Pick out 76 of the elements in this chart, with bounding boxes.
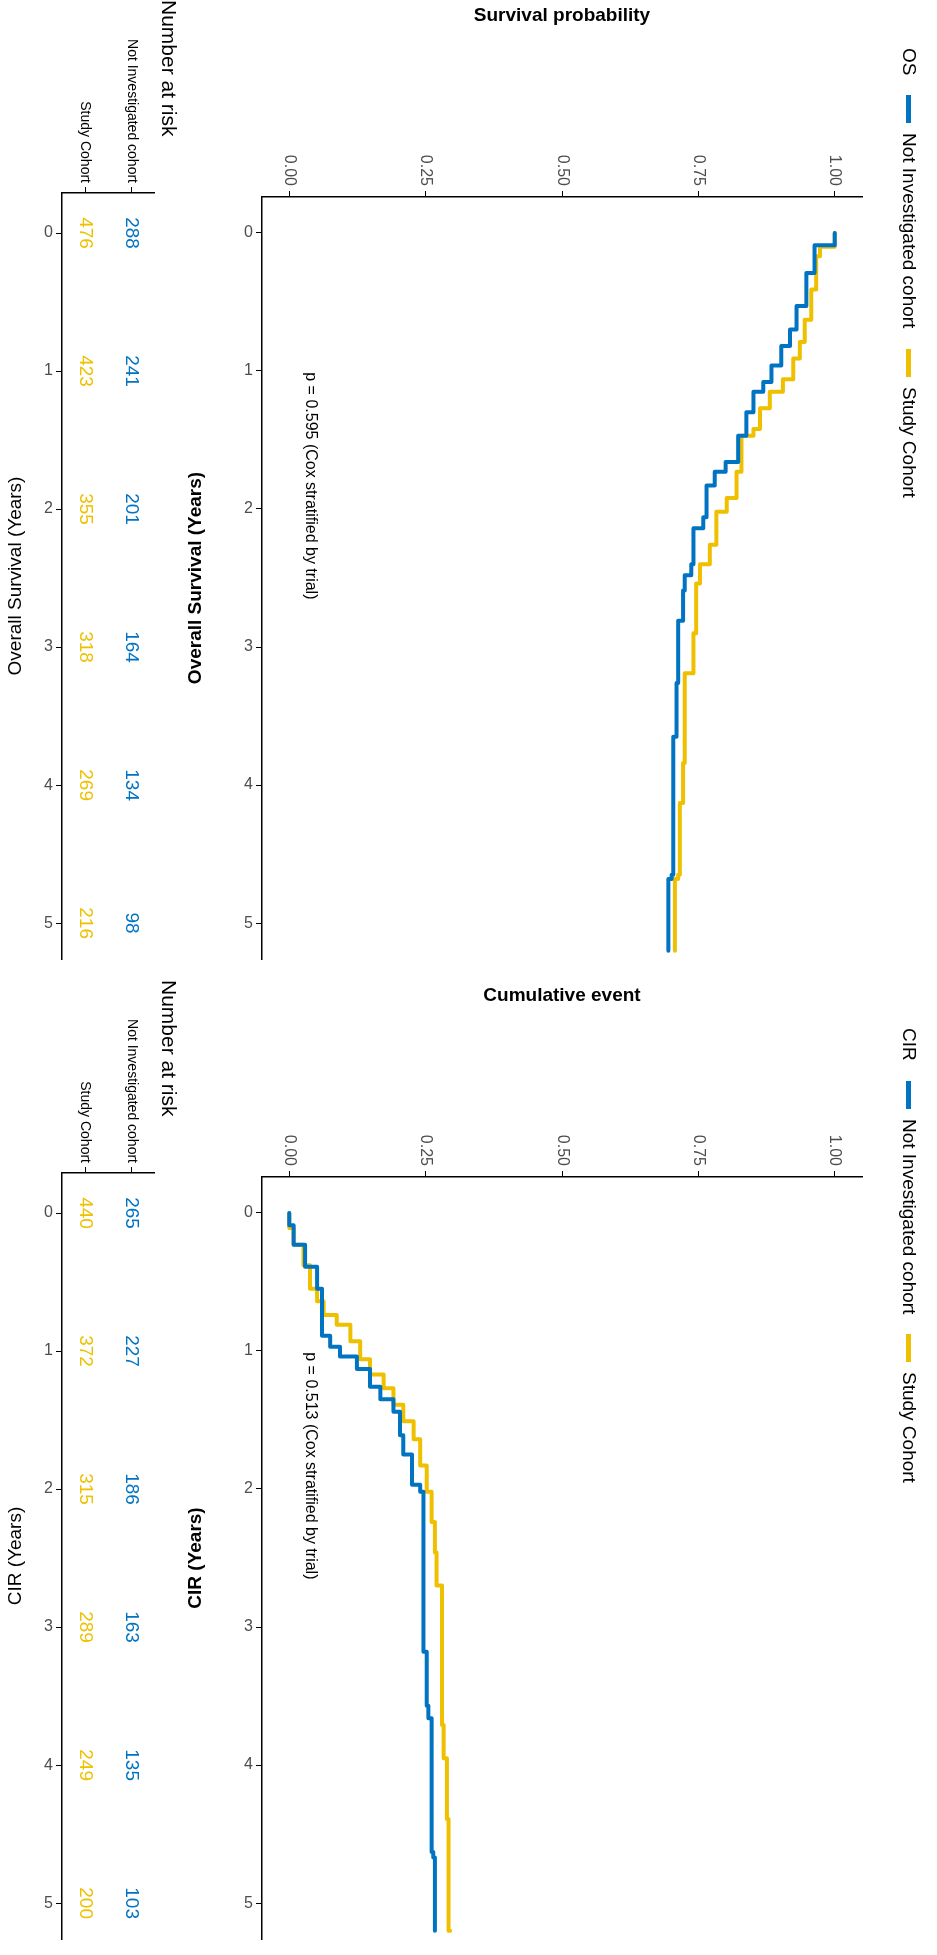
data-label: 265 bbox=[122, 1197, 144, 1229]
y-tick-label: 5 bbox=[244, 1893, 254, 1911]
y-tick-label: 2 bbox=[244, 499, 254, 517]
x-tick-label: Study Cohort bbox=[78, 101, 95, 184]
data-label: 315 bbox=[75, 1473, 97, 1505]
chart-title: Number at risk bbox=[157, 0, 181, 138]
y-tick-label: 5 bbox=[44, 913, 54, 931]
legend-label: Study Cohort bbox=[897, 1372, 920, 1484]
y-tick-label: 1 bbox=[244, 1341, 254, 1359]
x-tick-label: Study Cohort bbox=[78, 1081, 95, 1164]
x-tick-label: 0.50 bbox=[554, 154, 572, 187]
y-tick-label: 0 bbox=[44, 1203, 54, 1221]
data-label: 289 bbox=[75, 1611, 97, 1643]
y-tick-label: 0 bbox=[244, 1203, 254, 1221]
data-label: 134 bbox=[122, 769, 144, 802]
data-label: 288 bbox=[122, 217, 144, 249]
legend-title: OS bbox=[897, 48, 920, 76]
x-tick-label: 0.00 bbox=[281, 154, 299, 187]
x-tick-label: Not Investigated cohort bbox=[124, 1019, 141, 1164]
y-tick-label: 3 bbox=[244, 637, 254, 655]
y-tick-label: 5 bbox=[44, 1893, 54, 1911]
y-tick-label: 4 bbox=[244, 1755, 254, 1773]
legend-title: CIR bbox=[897, 1028, 920, 1061]
x-tick-label: 1.00 bbox=[827, 1134, 845, 1167]
y-tick-label: 2 bbox=[44, 499, 54, 517]
y-tick-label: 2 bbox=[244, 1479, 254, 1497]
data-label: 318 bbox=[75, 631, 97, 663]
data-label: 476 bbox=[75, 217, 97, 249]
annotation: p = 0.513 (Cox stratified by trial) bbox=[302, 1352, 320, 1580]
y-tick-label: 3 bbox=[44, 637, 54, 655]
y-tick-label: 5 bbox=[244, 913, 254, 931]
x-tick-label: 0.75 bbox=[690, 1134, 708, 1167]
data-label: 241 bbox=[122, 355, 144, 387]
x-tick-label: 0.25 bbox=[418, 154, 436, 187]
legend-label: Study Cohort bbox=[897, 386, 920, 498]
y-tick-label: 1 bbox=[44, 1341, 54, 1359]
y-tick-label: 0 bbox=[244, 223, 254, 241]
data-label: 186 bbox=[122, 1473, 144, 1505]
data-label: 216 bbox=[75, 907, 97, 939]
x-axis-title: Cumulative event bbox=[483, 983, 642, 1005]
data-label: 423 bbox=[75, 355, 97, 387]
y-tick-label: 3 bbox=[244, 1617, 254, 1635]
x-axis-title: Survival probability bbox=[473, 3, 651, 25]
data-label: 135 bbox=[122, 1749, 144, 1781]
x-tick-label: 0.75 bbox=[690, 154, 708, 187]
y-axis-title: Overall Survival (Years) bbox=[183, 471, 205, 685]
data-label: 201 bbox=[122, 493, 144, 525]
y-tick-label: 4 bbox=[44, 1755, 54, 1773]
data-label: 200 bbox=[75, 1887, 97, 1919]
data-label: 98 bbox=[122, 912, 144, 934]
x-tick-label: 0.00 bbox=[281, 1134, 299, 1167]
y-tick-label: 3 bbox=[44, 1617, 54, 1635]
data-label: 163 bbox=[122, 1611, 144, 1643]
x-tick-label: 0.50 bbox=[554, 1134, 572, 1167]
y-tick-label: 4 bbox=[244, 775, 254, 793]
data-label: 440 bbox=[75, 1197, 97, 1229]
data-label: 227 bbox=[122, 1335, 144, 1367]
y-tick-label: 1 bbox=[44, 361, 54, 379]
y-axis-title: Overall Survival (Years) bbox=[3, 476, 25, 676]
data-label: 269 bbox=[75, 769, 97, 801]
chart-title: Number at risk bbox=[157, 980, 181, 1118]
y-axis-title: CIR (Years) bbox=[3, 1506, 25, 1606]
y-tick-label: 4 bbox=[44, 775, 54, 793]
data-label: 372 bbox=[75, 1335, 97, 1367]
y-axis-title: CIR (Years) bbox=[183, 1507, 205, 1609]
x-tick-label: 0.25 bbox=[418, 1134, 436, 1167]
y-tick-label: 0 bbox=[44, 223, 54, 241]
x-tick-label: Not Investigated cohort bbox=[124, 39, 141, 184]
y-tick-label: 1 bbox=[244, 361, 254, 379]
x-tick-label: 1.00 bbox=[827, 154, 845, 187]
data-label: 249 bbox=[75, 1749, 97, 1781]
annotation: p = 0.595 (Cox stratified by trial) bbox=[302, 372, 320, 600]
data-label: 103 bbox=[122, 1887, 144, 1919]
data-label: 355 bbox=[75, 493, 97, 525]
y-tick-label: 2 bbox=[44, 1479, 54, 1497]
data-label: 164 bbox=[122, 631, 144, 664]
